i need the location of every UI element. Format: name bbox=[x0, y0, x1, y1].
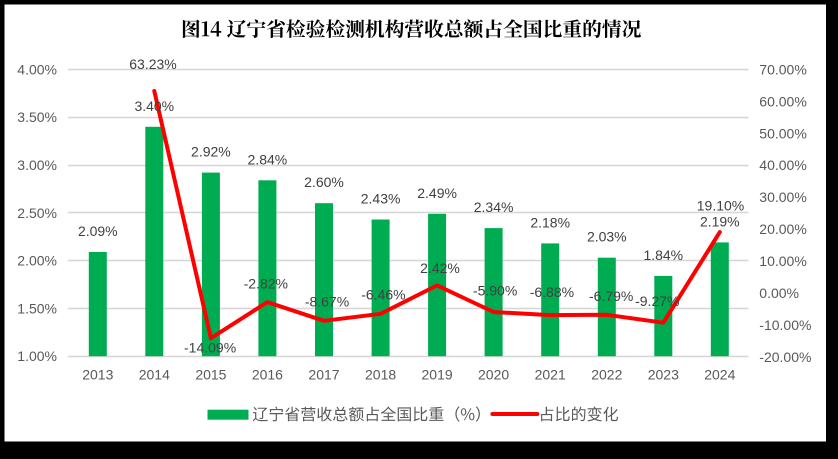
svg-text:3.50%: 3.50% bbox=[17, 109, 57, 125]
svg-text:2020: 2020 bbox=[478, 367, 509, 383]
svg-text:2.43%: 2.43% bbox=[361, 191, 401, 207]
svg-text:0.00%: 0.00% bbox=[759, 285, 799, 301]
svg-text:-6.79%: -6.79% bbox=[589, 288, 633, 304]
svg-text:2014: 2014 bbox=[139, 367, 170, 383]
svg-text:2015: 2015 bbox=[195, 367, 226, 383]
svg-text:2016: 2016 bbox=[252, 367, 283, 383]
svg-text:-10.00%: -10.00% bbox=[759, 317, 811, 333]
svg-text:2.42%: 2.42% bbox=[420, 260, 460, 276]
svg-text:2.09%: 2.09% bbox=[78, 223, 118, 239]
svg-text:1.00%: 1.00% bbox=[17, 348, 57, 364]
svg-text:2.34%: 2.34% bbox=[474, 199, 514, 215]
svg-text:2.19%: 2.19% bbox=[700, 213, 740, 229]
svg-text:3.40%: 3.40% bbox=[134, 98, 174, 114]
svg-text:2.60%: 2.60% bbox=[304, 174, 344, 190]
svg-text:1.84%: 1.84% bbox=[643, 247, 683, 263]
svg-text:-8.67%: -8.67% bbox=[305, 293, 349, 309]
svg-text:1.50%: 1.50% bbox=[17, 300, 57, 316]
svg-text:2.18%: 2.18% bbox=[530, 214, 570, 230]
svg-text:63.23%: 63.23% bbox=[129, 56, 176, 72]
svg-text:2017: 2017 bbox=[308, 367, 339, 383]
svg-text:4.00%: 4.00% bbox=[17, 61, 57, 77]
svg-text:10.00%: 10.00% bbox=[759, 253, 806, 269]
svg-text:2018: 2018 bbox=[365, 367, 396, 383]
svg-text:40.00%: 40.00% bbox=[759, 157, 806, 173]
svg-text:-9.27%: -9.27% bbox=[635, 293, 679, 309]
svg-text:-2.82%: -2.82% bbox=[244, 276, 288, 292]
svg-text:30.00%: 30.00% bbox=[759, 189, 806, 205]
svg-text:-20.00%: -20.00% bbox=[759, 349, 811, 365]
svg-text:2.49%: 2.49% bbox=[417, 185, 457, 201]
svg-text:2022: 2022 bbox=[591, 367, 622, 383]
svg-text:50.00%: 50.00% bbox=[759, 125, 806, 141]
svg-text:3.00%: 3.00% bbox=[17, 157, 57, 173]
svg-text:2024: 2024 bbox=[704, 367, 735, 383]
svg-text:20.00%: 20.00% bbox=[759, 221, 806, 237]
svg-text:70.00%: 70.00% bbox=[759, 61, 806, 77]
svg-text:2013: 2013 bbox=[82, 367, 113, 383]
svg-text:2.00%: 2.00% bbox=[17, 253, 57, 269]
svg-text:19.10%: 19.10% bbox=[697, 198, 744, 214]
svg-text:60.00%: 60.00% bbox=[759, 93, 806, 109]
svg-text:2.50%: 2.50% bbox=[17, 205, 57, 221]
svg-text:2.92%: 2.92% bbox=[191, 144, 231, 160]
svg-text:2.03%: 2.03% bbox=[587, 229, 627, 245]
svg-text:-14.09%: -14.09% bbox=[184, 340, 236, 356]
svg-text:2023: 2023 bbox=[648, 367, 679, 383]
svg-text:-6.88%: -6.88% bbox=[530, 284, 574, 300]
svg-text:-6.46%: -6.46% bbox=[361, 287, 405, 303]
svg-text:2019: 2019 bbox=[422, 367, 453, 383]
svg-text:2021: 2021 bbox=[535, 367, 566, 383]
svg-text:2.84%: 2.84% bbox=[248, 151, 288, 167]
svg-text:-5.90%: -5.90% bbox=[473, 283, 517, 299]
